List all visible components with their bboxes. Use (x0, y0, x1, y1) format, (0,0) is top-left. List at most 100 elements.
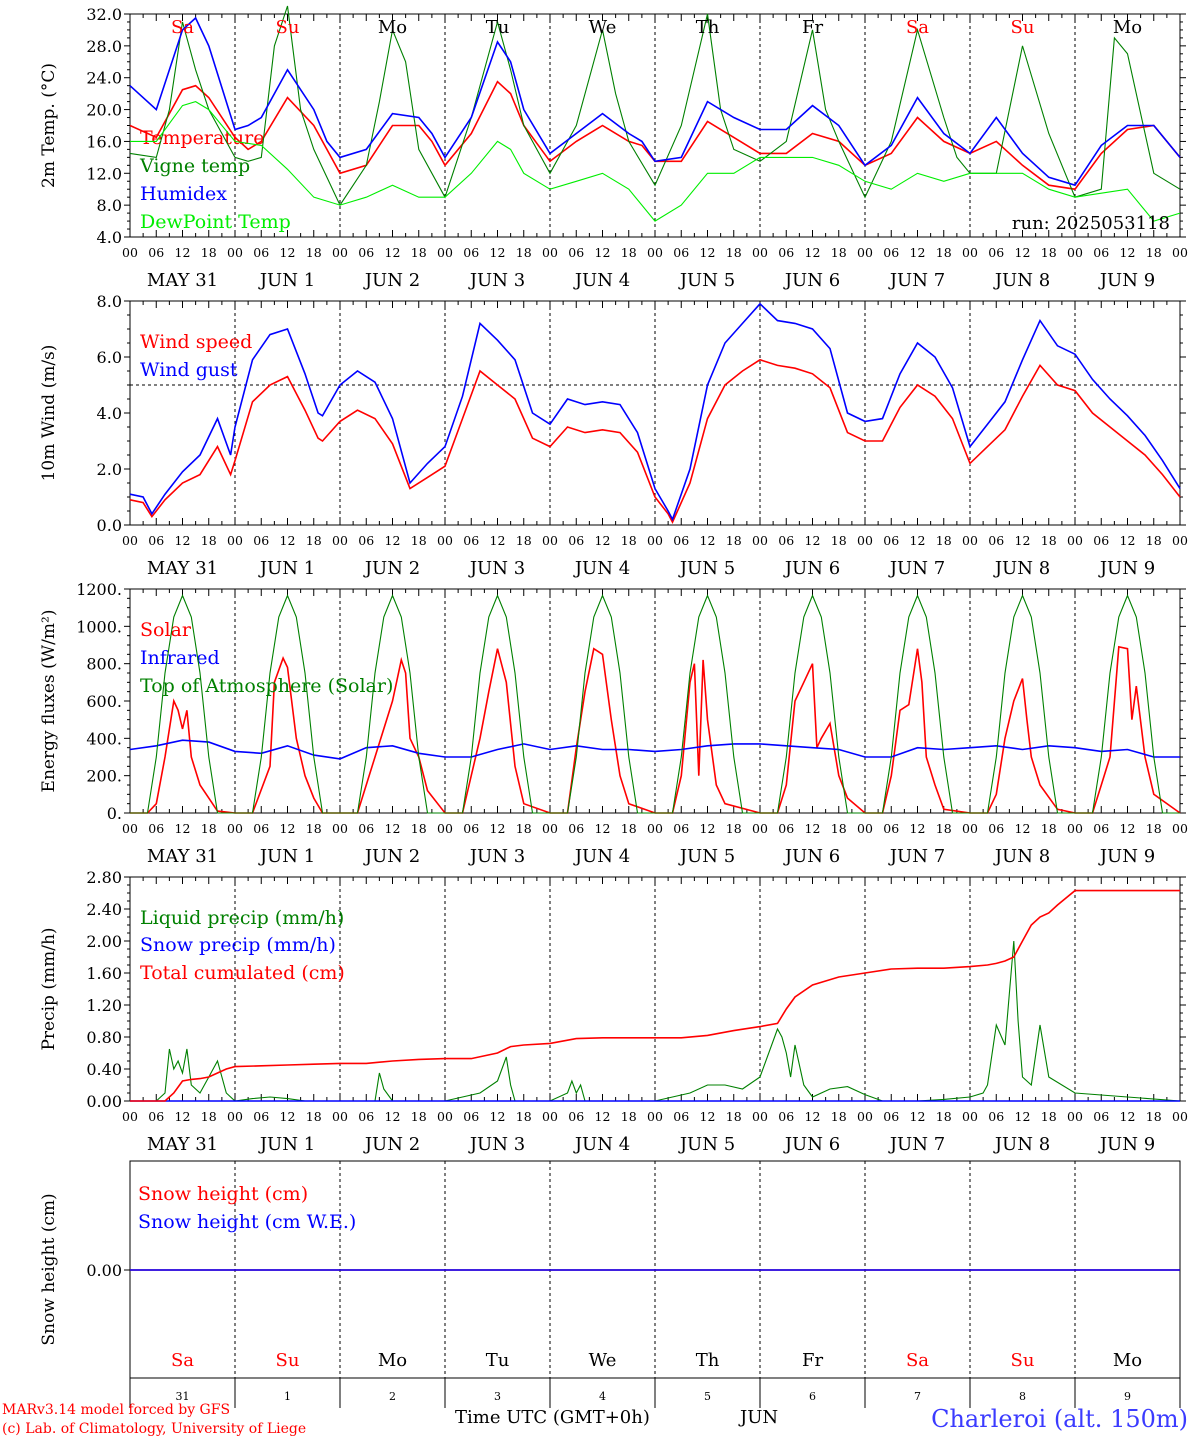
y-tick-label: 32.0 (86, 5, 122, 24)
x-tick-label: 00 (1172, 821, 1188, 836)
x-tick-label: 12 (1120, 533, 1136, 548)
y-tick-label: 2.80 (86, 868, 122, 887)
x-tick-label: 12 (595, 1109, 611, 1124)
x-tick-label: 18 (621, 533, 637, 548)
series-line-1 (129, 358, 1181, 525)
date-label: JUN 4 (573, 846, 630, 867)
date-label: JUN 4 (573, 558, 630, 579)
y-tick-label: 4.0 (97, 228, 122, 247)
x-tick-label: 00 (332, 245, 348, 260)
x-tick-label: 18 (306, 821, 322, 836)
day-number: 7 (914, 1390, 921, 1403)
series-line-3 (130, 594, 1180, 814)
x-tick-label: 12 (490, 821, 506, 836)
x-tick-label: 12 (700, 1109, 716, 1124)
y-axis-label: 2m Temp. (°C) (39, 63, 59, 188)
day-name: Su (1011, 1350, 1035, 1371)
x-tick-label: 12 (490, 533, 506, 548)
x-tick-label: 12 (595, 245, 611, 260)
day-number: 3 (494, 1390, 501, 1403)
date-label: JUN 1 (258, 1134, 315, 1155)
date-label: JUN 5 (678, 846, 735, 867)
legend-entry: Snow precip (mm/h) (140, 934, 336, 956)
x-tick-label: 12 (805, 533, 821, 548)
date-label: JUN 3 (468, 270, 525, 291)
x-tick-label: 00 (122, 245, 138, 260)
x-tick-label: 12 (175, 1109, 191, 1124)
date-label: JUN 5 (678, 270, 735, 291)
x-tick-label: 00 (227, 533, 243, 548)
date-label: JUN 4 (573, 1134, 630, 1155)
x-tick-label: 00 (332, 821, 348, 836)
day-name: Fr (802, 17, 823, 38)
date-label: JUN 9 (1098, 558, 1155, 579)
x-tick-label: 06 (778, 1109, 794, 1124)
date-label: MAY 31 (147, 1134, 218, 1155)
x-tick-label: 18 (1146, 821, 1162, 836)
date-label: JUN 7 (888, 846, 945, 867)
panel-2: 0.0 2.0 4.0 6.0 8.0 10m Wind (m/s) Wind speed W… (39, 292, 1188, 579)
date-label: JUN 8 (993, 846, 1050, 867)
date-label: JUN 5 (678, 1134, 735, 1155)
day-name: Sa (171, 17, 194, 38)
location-label: Charleroi (alt. 150m) (931, 1405, 1188, 1433)
y-tick-label: 0.00 (86, 1092, 122, 1111)
x-tick-label: 00 (1172, 533, 1188, 548)
date-label: JUN 5 (678, 558, 735, 579)
y-tick-label: 200. (86, 767, 122, 786)
x-tick-label: 18 (1041, 245, 1057, 260)
model-info: MARv3.14 model forced by GFS (2, 1402, 230, 1418)
x-tick-label: 18 (201, 1109, 217, 1124)
x-tick-label: 06 (463, 821, 479, 836)
y-tick-label: 0.00 (86, 1261, 122, 1280)
x-tick-label: 00 (542, 1109, 558, 1124)
day-name: Th (696, 17, 720, 38)
legend-entry: Wind speed (140, 331, 252, 353)
x-tick-label: 00 (332, 1109, 348, 1124)
x-tick-label: 00 (227, 245, 243, 260)
x-tick-label: 00 (647, 533, 663, 548)
x-tick-label: 12 (910, 245, 926, 260)
x-tick-label: 18 (201, 821, 217, 836)
x-tick-label: 18 (516, 245, 532, 260)
legend-entry: Infrared (140, 647, 220, 669)
legend-entry: Temperature (140, 127, 264, 149)
x-tick-label: 12 (805, 245, 821, 260)
x-tick-label: 12 (385, 245, 401, 260)
x-tick-label: 06 (988, 821, 1004, 836)
x-tick-label: 06 (568, 1109, 584, 1124)
series-line-1 (130, 645, 1181, 814)
y-tick-label: 1.60 (86, 964, 122, 983)
panel-4: 0.00 0.40 0.80 1.20 1.60 2.00 2.40 2.80 Precip (… (39, 868, 1188, 1155)
x-tick-label: 06 (148, 533, 164, 548)
y-tick-label: 2.40 (86, 900, 122, 919)
x-tick-label: 00 (542, 533, 558, 548)
series-line-1 (130, 940, 1181, 1102)
legend-entry: Solar (140, 619, 192, 641)
x-tick-label: 12 (700, 245, 716, 260)
x-tick-label: 12 (385, 1109, 401, 1124)
x-tick-label: 06 (358, 533, 374, 548)
x-tick-label: 18 (1041, 821, 1057, 836)
x-tick-label: 18 (411, 1109, 427, 1124)
x-tick-label: 00 (857, 1109, 873, 1124)
x-tick-label: 18 (831, 245, 847, 260)
x-tick-label: 18 (1146, 245, 1162, 260)
y-axis-label: Energy fluxes (W/m²) (39, 610, 59, 793)
legend-entry: Snow height (cm W.E.) (138, 1211, 356, 1233)
x-tick-label: 18 (621, 821, 637, 836)
day-name: Su (276, 17, 300, 38)
legend-entry: Liquid precip (mm/h) (140, 907, 344, 929)
day-name: Mo (378, 1350, 407, 1371)
x-tick-label: 00 (962, 533, 978, 548)
day-name: Sa (171, 1350, 194, 1371)
x-tick-label: 12 (1120, 821, 1136, 836)
x-tick-label: 18 (306, 245, 322, 260)
x-tick-label: 12 (175, 821, 191, 836)
x-tick-label: 06 (148, 245, 164, 260)
x-tick-label: 00 (1067, 1109, 1083, 1124)
legend-entry: Top of Atmosphere (Solar) (140, 675, 393, 697)
x-tick-label: 18 (1146, 533, 1162, 548)
panel-3: 0. 200. 400. 600. 800. 1000. 1200. Energy fluxe… (39, 580, 1188, 867)
legend-entry: Vigne temp (139, 155, 250, 177)
